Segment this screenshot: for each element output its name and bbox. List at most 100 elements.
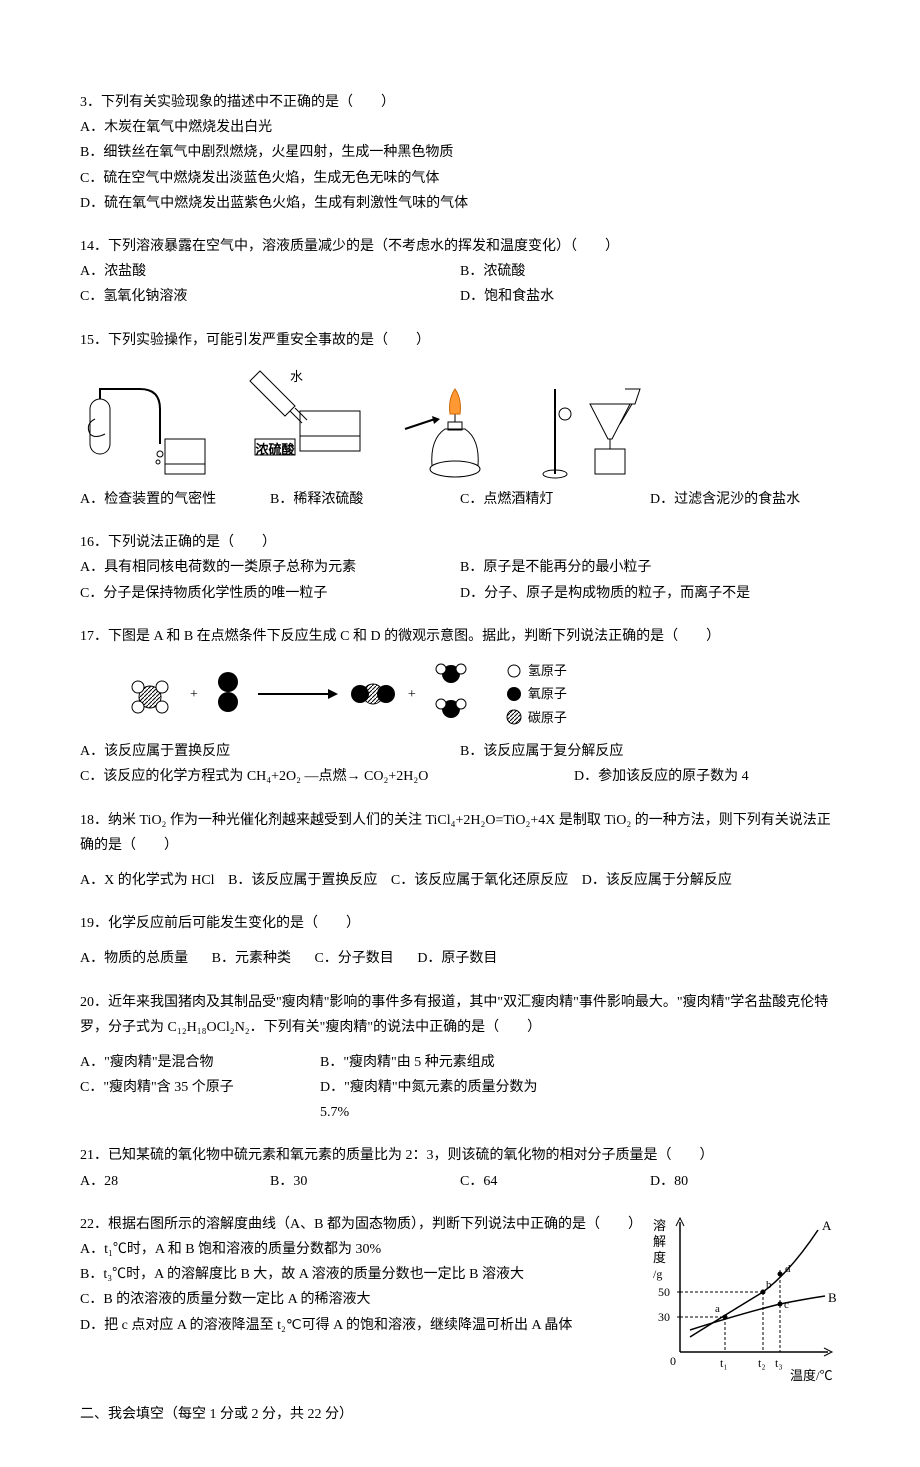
q19-opt-b: B．元素种类: [212, 946, 291, 971]
filter-icon: [540, 384, 670, 479]
q16-opt-b: B．原子是不能再分的最小粒子: [460, 555, 840, 580]
q18-opt-d: D．该反应属于分解反应: [582, 868, 732, 893]
legend-c: 碳原子: [528, 706, 567, 729]
molecule-co2-icon: [348, 674, 398, 714]
xtick-t3: t₃: [775, 1356, 783, 1370]
q21-opt-c: C．64: [460, 1169, 650, 1194]
airtight-check-icon: [80, 384, 210, 479]
plus-2: +: [408, 682, 416, 707]
q22-stem: 22．根据右图所示的溶解度曲线（A、B 都为固态物质），判断下列说法中正确的是（…: [80, 1212, 640, 1237]
q18-opt-a: A．X 的化学式为 HCl: [80, 868, 215, 893]
section-2-title: 二、我会填空（每空 1 分或 2 分，共 22 分）: [80, 1402, 840, 1427]
question-22: 22．根据右图所示的溶解度曲线（A、B 都为固态物质），判断下列说法中正确的是（…: [80, 1212, 840, 1382]
q22-opt-d: D．把 c 点对应 A 的溶液降温至 t₂℃可得 A 的饱和溶液，继续降温可析出…: [80, 1313, 640, 1338]
q16-stem: 16．下列说法正确的是（ ）: [80, 530, 840, 555]
question-17: 17．下图是 A 和 B 在点燃条件下反应生成 C 和 D 的微观示意图。据此，…: [80, 624, 840, 790]
molecule-ch4-icon: [120, 669, 180, 719]
q17-legend: 氢原子 氧原子 碳原子: [506, 659, 567, 729]
q17-opt-c: C．该反应的化学方程式为 CH₄+2O₂ —点燃→ CO₂+2H₂O: [80, 764, 574, 789]
q16-options: A．具有相同核电荷数的一类原子总称为元素 B．原子是不能再分的最小粒子 C．分子…: [80, 555, 840, 605]
q19-options: A．物质的总质量 B．元素种类 C．分子数目 D．原子数目: [80, 946, 840, 971]
yunit: /g: [653, 1267, 662, 1281]
q18-opt-c: C．该反应属于氧化还原反应: [391, 868, 568, 893]
q18-stem: 18．纳米 TiO₂ 作为一种光催化剂越来越受到人们的关注 TiCl₄+2H₂O…: [80, 808, 840, 858]
question-21: 21．已知某硫的氧化物中硫元素和氧元素的质量比为 2：3，则该硫的氧化物的相对分…: [80, 1143, 840, 1193]
q15-options: A．检查装置的气密性 B．稀释浓硫酸 C．点燃酒精灯 D．过滤含泥沙的食盐水: [80, 487, 840, 512]
q16-opt-d: D．分子、原子是构成物质的粒子，而离子不是: [460, 581, 840, 606]
question-16: 16．下列说法正确的是（ ） A．具有相同核电荷数的一类原子总称为元素 B．原子…: [80, 530, 840, 606]
point-d: d: [785, 1263, 791, 1275]
legend-h: 氢原子: [528, 659, 567, 682]
arrow-icon: [258, 684, 338, 704]
q16-opt-c: C．分子是保持物质化学性质的唯一粒子: [80, 581, 460, 606]
q19-stem: 19．化学反应前后可能发生变化的是（ ）: [80, 911, 840, 936]
molecule-o2-icon: [208, 667, 248, 722]
q3-opt-d: D．硫在氧气中燃烧发出蓝紫色火焰，生成有刺激性气味的气体: [80, 191, 840, 216]
question-20: 20．近年来我国猪肉及其制品受"瘦肉精"影响的事件多有报道，其中"双汇瘦肉精"事…: [80, 990, 840, 1126]
q3-opt-a: A．木炭在氧气中燃烧发出白光: [80, 115, 840, 140]
q20-opt-c: C．"瘦肉精"含 35 个原子: [80, 1075, 320, 1125]
q3-opt-b: B．细铁丝在氧气中剧烈燃烧，火星四射，生成一种黑色物质: [80, 140, 840, 165]
xtick-t2: t₂: [758, 1356, 766, 1370]
point-a: a: [715, 1303, 720, 1315]
ylabel2: 解: [653, 1234, 666, 1249]
legend-o: 氧原子: [528, 682, 567, 705]
q15-img-a: [80, 384, 210, 479]
q3-options: A．木炭在氧气中燃烧发出白光 B．细铁丝在氧气中剧烈燃烧，火星四射，生成一种黑色…: [80, 115, 840, 216]
q19-opt-c: C．分子数目: [314, 946, 393, 971]
q18-opt-b: B．该反应属于置换反应: [228, 868, 377, 893]
q15-stem: 15．下列实验操作，可能引发严重安全事故的是（ ）: [80, 328, 840, 353]
q15-opt-c: C．点燃酒精灯: [460, 487, 650, 512]
molecule-h2o-icon: [426, 659, 476, 729]
question-14: 14．下列溶液暴露在空气中，溶液质量减少的是（不考虑水的挥发和温度变化）（ ） …: [80, 234, 840, 310]
q20-stem: 20．近年来我国猪肉及其制品受"瘦肉精"影响的事件多有报道，其中"双汇瘦肉精"事…: [80, 990, 840, 1040]
q22-options: A．t₁℃时，A 和 B 饱和溶液的质量分数都为 30% B．t₃℃时，A 的溶…: [80, 1237, 640, 1338]
q21-stem: 21．已知某硫的氧化物中硫元素和氧元素的质量比为 2：3，则该硫的氧化物的相对分…: [80, 1143, 840, 1168]
q14-stem: 14．下列溶液暴露在空气中，溶液质量减少的是（不考虑水的挥发和温度变化）（ ）: [80, 234, 840, 259]
q22-opt-a: A．t₁℃时，A 和 B 饱和溶液的质量分数都为 30%: [80, 1237, 640, 1262]
plus-1: +: [190, 682, 198, 707]
q14-opt-a: A．浓盐酸: [80, 259, 460, 284]
q17-opt-d: D．参加该反应的原子数为 4: [574, 764, 840, 789]
light-lamp-icon: [400, 384, 510, 479]
q17-opt-a: A．该反应属于置换反应: [80, 739, 460, 764]
xtick-t1: t₁: [720, 1356, 728, 1370]
q21-opt-a: A．28: [80, 1169, 270, 1194]
q15-img-c: [400, 384, 510, 479]
solubility-chart-icon: 溶 解 度 /g 50 30 0 t₁ t₂ t₃ 温度/℃ A B a b c: [650, 1212, 840, 1382]
question-19: 19．化学反应前后可能发生变化的是（ ） A．物质的总质量 B．元素种类 C．分…: [80, 911, 840, 971]
q20-options: A．"瘦肉精"是混合物 B．"瘦肉精"由 5 种元素组成 C．"瘦肉精"含 35…: [80, 1050, 560, 1126]
q15-img-b: 水 浓硫酸: [240, 361, 370, 479]
q20-opt-b: B．"瘦肉精"由 5 种元素组成: [320, 1050, 560, 1075]
water-label: 水: [290, 369, 303, 384]
q3-opt-c: C．硫在空气中燃烧发出淡蓝色火焰，生成无色无味的气体: [80, 166, 840, 191]
q21-options: A．28 B．30 C．64 D．80: [80, 1169, 840, 1194]
q16-opt-a: A．具有相同核电荷数的一类原子总称为元素: [80, 555, 460, 580]
acid-label: 浓硫酸: [255, 438, 294, 461]
ylabel1: 溶: [653, 1218, 666, 1233]
q20-opt-d: D．"瘦肉精"中氮元素的质量分数为 5.7%: [320, 1075, 560, 1125]
q15-img-d: [540, 384, 670, 479]
curve-a-label: A: [822, 1218, 832, 1233]
q21-opt-b: B．30: [270, 1169, 460, 1194]
ylabel3: 度: [653, 1250, 666, 1265]
question-3: 3．下列有关实验现象的描述中不正确的是（ ） A．木炭在氧气中燃烧发出白光 B．…: [80, 90, 840, 216]
ytick-50: 50: [658, 1285, 670, 1299]
q18-options: A．X 的化学式为 HCl B．该反应属于置换反应 C．该反应属于氧化还原反应 …: [80, 868, 840, 893]
q17-stem: 17．下图是 A 和 B 在点燃条件下反应生成 C 和 D 的微观示意图。据此，…: [80, 624, 840, 649]
q14-opt-d: D．饱和食盐水: [460, 284, 840, 309]
q14-options: A．浓盐酸 B．浓硫酸 C．氢氧化钠溶液 D．饱和食盐水: [80, 259, 840, 309]
q22-opt-c: C．B 的浓溶液的质量分数一定比 A 的稀溶液大: [80, 1287, 640, 1312]
curve-b-label: B: [828, 1290, 837, 1305]
q19-opt-a: A．物质的总质量: [80, 946, 188, 971]
question-18: 18．纳米 TiO₂ 作为一种光催化剂越来越受到人们的关注 TiCl₄+2H₂O…: [80, 808, 840, 894]
q19-opt-d: D．原子数目: [417, 946, 497, 971]
q17-diagram: + + 氢原子 氧原子 碳原子: [120, 659, 840, 729]
q17-options: A．该反应属于置换反应 B．该反应属于复分解反应 C．该反应的化学方程式为 CH…: [80, 739, 840, 789]
origin: 0: [670, 1354, 676, 1368]
q15-images: 水 浓硫酸: [80, 361, 840, 479]
xlabel: 温度/℃: [790, 1368, 833, 1382]
question-15: 15．下列实验操作，可能引发严重安全事故的是（ ） 水: [80, 328, 840, 513]
q22-opt-b: B．t₃℃时，A 的溶解度比 B 大，故 A 溶液的质量分数也一定比 B 溶液大: [80, 1262, 640, 1287]
point-c: c: [784, 1299, 789, 1311]
